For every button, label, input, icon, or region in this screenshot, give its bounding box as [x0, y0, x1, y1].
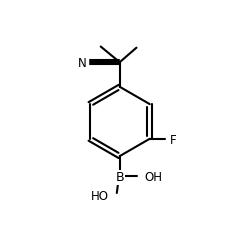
Text: B: B: [115, 171, 124, 184]
Text: HO: HO: [91, 190, 109, 203]
Text: F: F: [169, 134, 176, 147]
Text: N: N: [77, 57, 86, 70]
Text: OH: OH: [144, 171, 162, 184]
